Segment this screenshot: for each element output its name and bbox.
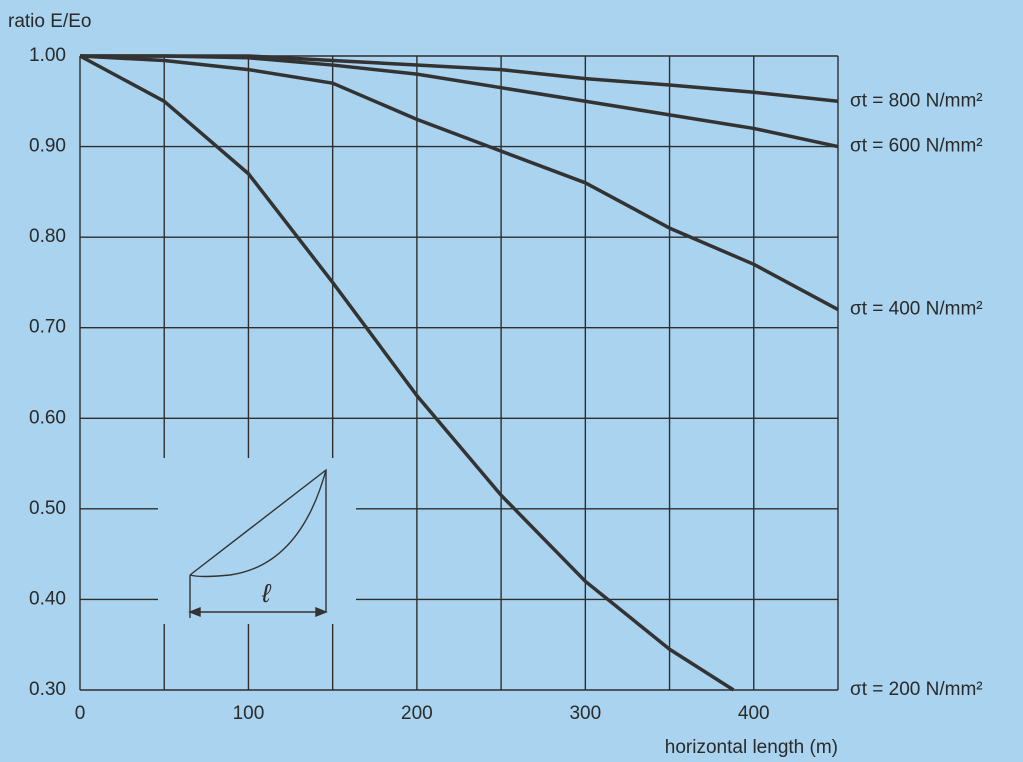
- y-tick-label: 0.70: [29, 317, 66, 338]
- legend-label: σt = 600 N/mm²: [850, 136, 983, 157]
- y-tick-label: 0.40: [29, 588, 66, 609]
- inset-label: ℓ: [261, 578, 272, 608]
- x-tick-label: 400: [738, 703, 770, 724]
- x-tick-label: 200: [401, 703, 433, 724]
- x-axis-title: horizontal length (m): [665, 737, 838, 758]
- y-tick-label: 0.60: [29, 407, 66, 428]
- x-tick-label: 100: [233, 703, 265, 724]
- y-tick-label: 0.30: [29, 679, 66, 700]
- y-tick-label: 0.80: [29, 226, 66, 247]
- legend-label: σt = 200 N/mm²: [850, 679, 983, 700]
- x-tick-label: 0: [75, 703, 86, 724]
- line: [80, 54, 839, 149]
- inset-arrows: [188, 606, 328, 618]
- y-tick-label: 1.00: [29, 45, 66, 66]
- legend-label: σt = 800 N/mm²: [850, 90, 983, 111]
- line: [79, 54, 735, 692]
- inset-diagram: [188, 468, 328, 618]
- y-tick-label: 0.90: [29, 136, 66, 157]
- y-tick-label: 0.50: [29, 498, 66, 519]
- legend-label: σt = 400 N/mm²: [850, 299, 983, 320]
- inset-cable: [189, 468, 327, 612]
- line: [79, 54, 839, 312]
- x-tick-label: 300: [569, 703, 601, 724]
- y-axis-title: ratio E/Eo: [8, 11, 91, 32]
- inset-background: [158, 458, 356, 624]
